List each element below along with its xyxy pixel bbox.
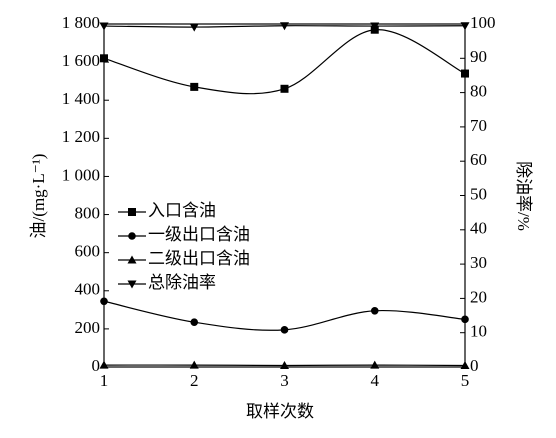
y-tick-label: 400 <box>75 280 101 299</box>
y-tick-label: 1 800 <box>62 13 100 32</box>
legend-marker <box>127 255 137 264</box>
y-tick-label: 1 200 <box>62 127 100 146</box>
data-point <box>189 360 199 369</box>
y-tick-label: 1 600 <box>62 51 100 70</box>
data-point <box>370 22 380 31</box>
y-tick-label: 1 400 <box>62 89 100 108</box>
data-point <box>189 23 199 32</box>
data-point <box>100 297 108 306</box>
y-tick-label: 1 000 <box>62 165 100 184</box>
legend-marker <box>128 232 136 240</box>
legend-label: 总除油率 <box>148 273 216 292</box>
data-point <box>190 82 199 91</box>
data-point <box>280 326 289 334</box>
y2-tick-label: 100 <box>470 13 496 32</box>
x-tick-label: 1 <box>100 371 109 390</box>
y2-tick-label: 90 <box>470 47 487 66</box>
data-point <box>100 54 108 63</box>
y2-axis-label: 除油率/% <box>514 161 533 231</box>
x-tick-label: 4 <box>371 371 380 390</box>
data-point <box>370 306 379 315</box>
y2-tick-label: 0 <box>470 356 479 375</box>
y-tick-label: 600 <box>75 242 101 261</box>
data-point <box>99 360 109 369</box>
series-line <box>103 300 466 331</box>
data-point <box>461 69 469 78</box>
data-point <box>99 22 109 31</box>
y2-tick-label: 20 <box>470 287 487 306</box>
data-point <box>460 22 470 31</box>
legend-marker <box>128 208 136 216</box>
y2-tick-label: 50 <box>470 184 487 203</box>
y2-tick-label: 80 <box>470 82 487 101</box>
x-tick-label: 3 <box>280 371 289 390</box>
data-point <box>370 360 380 369</box>
data-point <box>460 360 470 369</box>
y2-tick-label: 40 <box>470 219 487 238</box>
x-tick-label: 5 <box>461 371 470 390</box>
y-axis-label: 油/(mg·L⁻¹) <box>29 154 48 239</box>
data-point <box>190 318 199 327</box>
plot-frame <box>103 23 466 368</box>
y-tick-label: 0 <box>92 356 101 375</box>
y2-tick-label: 30 <box>470 253 487 272</box>
legend-marker <box>127 280 137 289</box>
y2-tick-label: 10 <box>470 322 487 341</box>
x-tick-label: 2 <box>190 371 199 390</box>
y2-tick-label: 60 <box>470 150 487 169</box>
x-axis-label: 取样次数 <box>246 402 314 421</box>
data-point <box>280 84 289 93</box>
series-line <box>103 29 466 95</box>
legend-label: 入口含油 <box>148 201 216 220</box>
legend-label: 一级出口含油 <box>148 225 250 244</box>
y-tick-label: 800 <box>75 203 101 222</box>
y2-tick-label: 70 <box>470 116 487 135</box>
data-point <box>280 22 289 31</box>
y-tick-label: 200 <box>75 318 101 337</box>
data-point <box>461 315 469 324</box>
data-point <box>280 360 289 369</box>
legend-label: 二级出口含油 <box>148 249 250 268</box>
